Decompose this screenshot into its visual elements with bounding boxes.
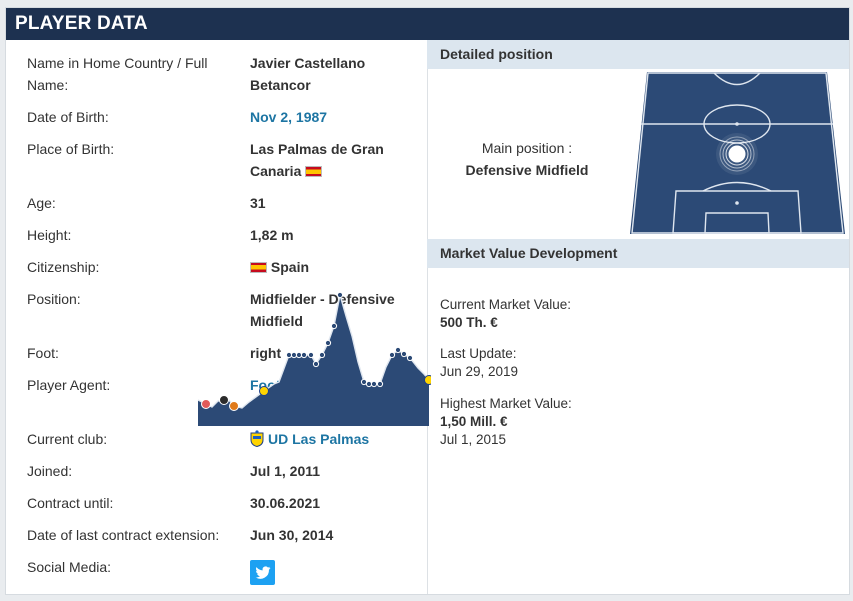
date-of-birth-link[interactable]: Nov 2, 1987 — [250, 109, 328, 125]
last-update: Last Update: Jun 29, 2019 — [440, 345, 518, 381]
market-value-title: Market Value Development — [427, 239, 849, 268]
info-label: Citizenship: — [27, 259, 100, 275]
contract-extension-value: Jun 30, 2014 — [250, 527, 334, 543]
ud-las-palmas-crest-icon — [250, 430, 264, 447]
info-label: Date of last contract extension: — [27, 527, 220, 543]
highest-market-value: Highest Market Value: 1,50 Mill. € Jul 1… — [440, 395, 572, 449]
highest-market-value-amount: 1,50 Mill. € — [440, 414, 508, 429]
current-club-link[interactable]: UD Las Palmas — [250, 428, 410, 450]
right-column: Detailed position Main position : Defens… — [427, 40, 849, 594]
info-label: Age: — [27, 195, 56, 211]
info-row-social-media: Social Media: — [27, 556, 417, 588]
main-position-block: Main position : Defensive Midfield — [427, 137, 627, 181]
club-crest-markers — [201, 375, 431, 411]
info-label: Contract until: — [27, 495, 114, 511]
position-marker-icon — [716, 133, 758, 175]
age-value: 31 — [250, 195, 266, 211]
info-label: Name in Home Country / Full Name: — [27, 55, 208, 93]
foot-value: right — [250, 345, 282, 361]
panel-title: PLAYER DATA — [6, 8, 849, 40]
last-update-label: Last Update: — [440, 346, 517, 361]
twitter-icon[interactable] — [250, 560, 275, 585]
highest-market-value-date: Jul 1, 2015 — [440, 432, 507, 447]
spain-flag-icon — [305, 166, 323, 177]
info-label: Current club: — [27, 431, 108, 447]
info-label: Joined: — [27, 463, 73, 479]
info-label: Date of Birth: — [27, 109, 109, 125]
market-value-chart — [197, 291, 431, 426]
player-data-panel: PLAYER DATA Name in Home Country / Full … — [5, 7, 850, 595]
info-label: Position: — [27, 291, 81, 307]
full-name-value: Javier Castellano Betancor — [250, 55, 366, 93]
info-label: Height: — [27, 227, 72, 243]
citizenship-text: Spain — [270, 259, 310, 275]
joined-value: Jul 1, 2011 — [250, 463, 321, 479]
current-market-value-amount: 500 Th. € — [440, 315, 498, 330]
contract-until-value: 30.06.2021 — [250, 495, 321, 511]
last-update-date: Jun 29, 2019 — [440, 364, 519, 379]
current-market-value: Current Market Value: 500 Th. € — [440, 296, 571, 332]
detailed-position-title: Detailed position — [427, 40, 849, 69]
info-label: Player Agent: — [27, 377, 111, 393]
main-position-label: Main position : — [481, 140, 573, 156]
place-of-birth-text: Las Palmas de Gran Canaria — [250, 141, 384, 179]
spain-flag-icon — [250, 262, 267, 273]
citizenship-value: Spain — [250, 256, 410, 278]
current-club-text[interactable]: UD Las Palmas — [268, 431, 370, 447]
height-value: 1,82 m — [250, 227, 294, 243]
place-of-birth-value: Las Palmas de Gran Canaria — [250, 138, 410, 182]
info-label: Foot: — [27, 345, 59, 361]
current-market-value-label: Current Market Value: — [440, 297, 572, 312]
highest-market-value-label: Highest Market Value: — [440, 396, 572, 411]
position-value: Midfielder - Defensive Midfield — [250, 291, 395, 329]
position-pitch-graphic — [630, 72, 845, 234]
info-label: Place of Birth: — [27, 141, 115, 157]
main-position-value: Defensive Midfield — [465, 162, 589, 178]
info-label: Social Media: — [27, 559, 112, 575]
